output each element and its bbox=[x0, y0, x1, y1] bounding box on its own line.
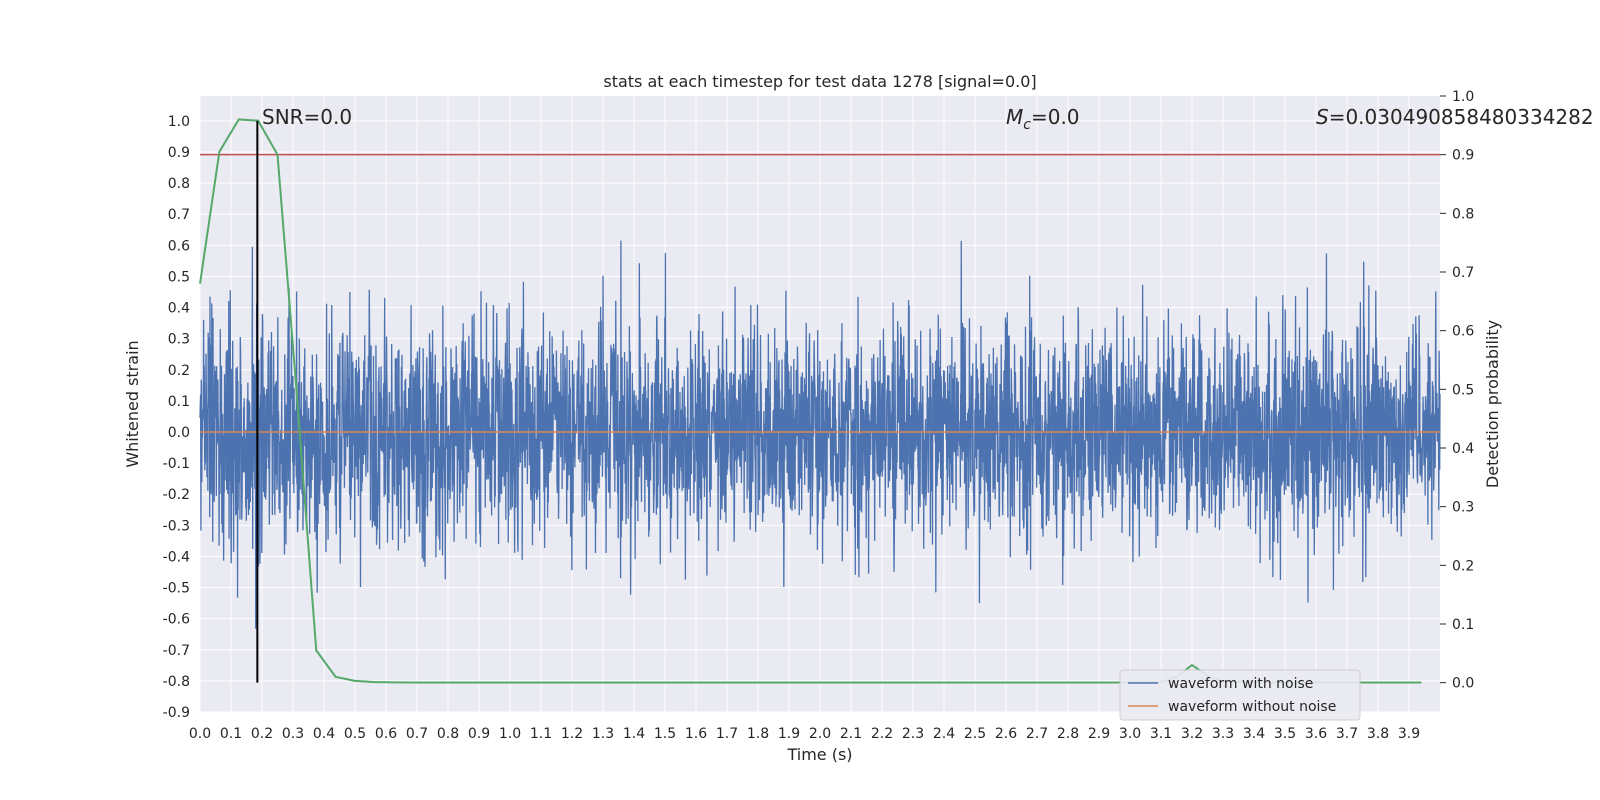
x-tick-label: 2.9 bbox=[1088, 726, 1110, 742]
x-tick-label: 2.0 bbox=[809, 726, 831, 742]
y2-tick-label: 0.1 bbox=[1452, 617, 1474, 633]
x-tick-label: 0.4 bbox=[313, 726, 335, 742]
x-tick-label: 1.8 bbox=[747, 726, 769, 742]
x-tick-label: 3.2 bbox=[1181, 726, 1203, 742]
y2-tick-label: 0.7 bbox=[1452, 265, 1474, 281]
y-tick-label: 0.0 bbox=[168, 425, 190, 441]
y-tick-label: -0.5 bbox=[163, 581, 190, 597]
x-tick-label: 1.3 bbox=[592, 726, 614, 742]
y-tick-label: -0.8 bbox=[163, 674, 190, 690]
x-axis-ticks: 0.0 0.1 0.2 0.3 0.4 0.5 0.6 0.7 0.8 0.9 1.0 1.1 1.2 1… bbox=[189, 726, 1420, 742]
legend-label-clean: waveform without noise bbox=[1168, 699, 1336, 715]
x-tick-label: 3.5 bbox=[1274, 726, 1296, 742]
chart-title: stats at each timestep for test data 127… bbox=[603, 72, 1036, 91]
x-tick-label: 2.2 bbox=[871, 726, 893, 742]
y-tick-label: -0.4 bbox=[163, 549, 190, 565]
y2-tick-label: 0.9 bbox=[1452, 148, 1474, 164]
y-tick-label: -0.6 bbox=[163, 612, 190, 628]
y2-axis-ticks: 1.0 0.9 0.8 0.7 0.6 0.5 0.4 0.3 0.2 0.1 0.0 bbox=[1440, 89, 1474, 692]
y2-tick-label: 0.0 bbox=[1452, 676, 1474, 692]
x-tick-label: 3.8 bbox=[1367, 726, 1389, 742]
y-tick-label: 0.9 bbox=[168, 145, 190, 161]
y2-tick-label: 0.8 bbox=[1452, 206, 1474, 222]
y2-tick-label: 0.3 bbox=[1452, 500, 1474, 516]
y-axis-ticks: 1.0 0.9 0.8 0.7 0.6 0.5 0.4 0.3 0.2 0.1 0.0 -0.1 -0.… bbox=[163, 114, 190, 721]
y-tick-label: 0.1 bbox=[168, 394, 190, 410]
x-tick-label: 0.2 bbox=[251, 726, 273, 742]
y-axis-label: Whitened strain bbox=[123, 340, 142, 467]
y-tick-label: -0.3 bbox=[163, 518, 190, 534]
x-tick-label: 2.6 bbox=[995, 726, 1017, 742]
x-tick-label: 0.9 bbox=[468, 726, 490, 742]
y-tick-label: 0.8 bbox=[168, 176, 190, 192]
y-tick-label: 0.2 bbox=[168, 363, 190, 379]
y-tick-label: 1.0 bbox=[168, 114, 190, 130]
x-tick-label: 2.7 bbox=[1026, 726, 1048, 742]
x-tick-label: 0.1 bbox=[220, 726, 242, 742]
y2-tick-label: 0.6 bbox=[1452, 324, 1474, 340]
x-tick-label: 1.4 bbox=[623, 726, 645, 742]
series-detection-probability bbox=[199, 118, 1422, 684]
x-tick-label: 0.5 bbox=[344, 726, 366, 742]
y-tick-label: 0.5 bbox=[168, 269, 190, 285]
x-tick-label: 3.9 bbox=[1398, 726, 1420, 742]
x-tick-label: 1.1 bbox=[530, 726, 552, 742]
x-tick-label: 0.6 bbox=[375, 726, 397, 742]
snr-annotation: SNR=0.0 bbox=[262, 105, 352, 129]
x-tick-label: 1.9 bbox=[778, 726, 800, 742]
x-tick-label: 0.3 bbox=[282, 726, 304, 742]
x-tick-label: 1.2 bbox=[561, 726, 583, 742]
x-tick-label: 3.3 bbox=[1212, 726, 1234, 742]
x-tick-label: 0.8 bbox=[437, 726, 459, 742]
legend-box bbox=[1119, 669, 1361, 721]
y-tick-label: 0.6 bbox=[168, 238, 190, 254]
x-tick-label: 2.4 bbox=[933, 726, 955, 742]
y2-tick-label: 0.4 bbox=[1452, 441, 1474, 457]
x-axis-label: Time (s) bbox=[786, 745, 852, 764]
y2-axis-label: Detection probability bbox=[1483, 320, 1502, 488]
x-tick-label: 3.4 bbox=[1243, 726, 1265, 742]
x-tick-label: 3.0 bbox=[1119, 726, 1141, 742]
series-layer bbox=[199, 118, 1441, 684]
y2-tick-label: 0.5 bbox=[1452, 382, 1474, 398]
x-tick-label: 1.7 bbox=[716, 726, 738, 742]
x-tick-label: 3.7 bbox=[1336, 726, 1358, 742]
legend-label-noise: waveform with noise bbox=[1168, 676, 1313, 692]
x-tick-label: 2.3 bbox=[902, 726, 924, 742]
y-tick-label: -0.2 bbox=[163, 487, 190, 503]
x-tick-label: 0.0 bbox=[189, 726, 211, 742]
x-tick-label: 2.1 bbox=[840, 726, 862, 742]
x-tick-label: 0.7 bbox=[406, 726, 428, 742]
y2-tick-label: 0.2 bbox=[1452, 558, 1474, 574]
x-tick-label: 3.6 bbox=[1305, 726, 1327, 742]
x-tick-label: 2.8 bbox=[1057, 726, 1079, 742]
x-tick-label: 1.5 bbox=[654, 726, 676, 742]
x-tick-label: 1.0 bbox=[499, 726, 521, 742]
y-tick-label: -0.1 bbox=[163, 456, 190, 472]
y2-tick-label: 1.0 bbox=[1452, 89, 1474, 105]
y-tick-label: 0.3 bbox=[168, 332, 190, 348]
x-tick-label: 1.6 bbox=[685, 726, 707, 742]
s-annotation: S=0.030490858480334282 bbox=[1316, 105, 1594, 129]
y-tick-label: -0.9 bbox=[163, 705, 190, 721]
x-tick-label: 3.1 bbox=[1150, 726, 1172, 742]
x-tick-label: 2.5 bbox=[964, 726, 986, 742]
y-tick-label: 0.7 bbox=[168, 207, 190, 223]
mc-annotation: Mc=0.0 bbox=[1006, 105, 1080, 133]
legend: waveform with noise waveform without noi… bbox=[1119, 669, 1361, 721]
y-tick-label: 0.4 bbox=[168, 301, 190, 317]
y-tick-label: -0.7 bbox=[163, 643, 190, 659]
